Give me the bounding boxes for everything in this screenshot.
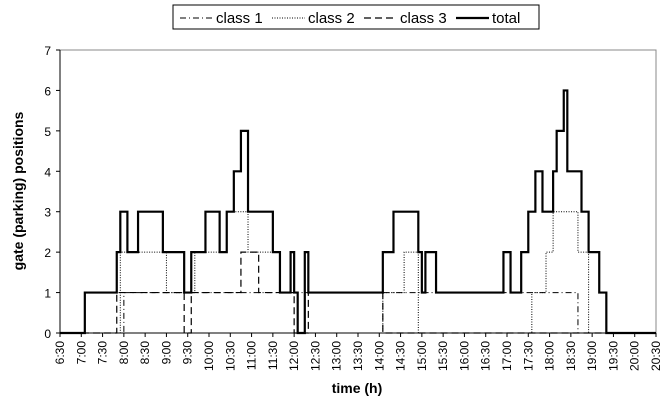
x-tick-label: 10:00 bbox=[202, 341, 216, 371]
x-tick-label: 12:30 bbox=[308, 341, 322, 371]
x-tick-label: 7:00 bbox=[74, 341, 88, 365]
legend-label-total: total bbox=[492, 10, 520, 27]
legend-item-class-1: class 1 bbox=[180, 10, 263, 27]
x-tick-label: 9:30 bbox=[181, 341, 195, 365]
x-tick-label: 19:00 bbox=[585, 341, 599, 371]
x-tick-label: 14:30 bbox=[394, 341, 408, 371]
legend: class 1 class 2 class 3 total bbox=[172, 4, 540, 30]
x-tick-label: 12:00 bbox=[287, 341, 301, 371]
x-tick-label: 8:30 bbox=[138, 341, 152, 365]
x-tick-label: 13:30 bbox=[351, 341, 365, 371]
x-tick-label: 15:00 bbox=[415, 341, 429, 371]
x-tick-label: 16:30 bbox=[479, 341, 493, 371]
x-axis-title: time (h) bbox=[332, 380, 383, 396]
x-tick-label: 16:00 bbox=[457, 341, 471, 371]
x-tick-label: 15:30 bbox=[436, 341, 450, 371]
legend-label-class-2: class 2 bbox=[308, 10, 355, 27]
y-tick-label: 2 bbox=[44, 246, 51, 260]
legend-label-class-3: class 3 bbox=[400, 10, 447, 27]
x-tick-label: 7:30 bbox=[96, 341, 110, 365]
x-tick-label: 8:00 bbox=[117, 341, 131, 365]
series-line-class-1 bbox=[60, 292, 656, 334]
legend-item-class-2: class 2 bbox=[272, 10, 355, 27]
x-tick-label: 18:00 bbox=[543, 341, 557, 371]
x-tick-label: 18:30 bbox=[564, 341, 578, 371]
y-tick-label: 7 bbox=[44, 44, 51, 58]
legend-item-class-3: class 3 bbox=[364, 10, 447, 27]
y-ticks: 0 1 2 3 4 5 6 7 bbox=[44, 44, 60, 341]
x-tick-label: 11:00 bbox=[245, 341, 259, 370]
series-layer bbox=[60, 89, 656, 335]
y-tick-label: 4 bbox=[44, 165, 51, 179]
x-tick-label: 20:30 bbox=[649, 341, 663, 371]
x-tick-label: 9:00 bbox=[159, 341, 173, 365]
y-tick-label: 5 bbox=[44, 125, 51, 139]
x-tick-label: 11:30 bbox=[266, 341, 280, 370]
series-line-total bbox=[60, 89, 656, 335]
x-tick-label: 13:00 bbox=[330, 341, 344, 371]
y-tick-label: 6 bbox=[44, 84, 51, 98]
y-tick-label: 0 bbox=[44, 327, 51, 341]
x-tick-label: 19:30 bbox=[606, 341, 620, 371]
x-tick-label: 17:00 bbox=[500, 341, 514, 371]
x-tick-label: 10:30 bbox=[223, 341, 237, 371]
legend-label-class-1: class 1 bbox=[216, 10, 263, 27]
series-line-class-2 bbox=[60, 211, 656, 334]
legend-item-total: total bbox=[456, 10, 520, 27]
x-tick-label: 20:00 bbox=[628, 341, 642, 371]
y-tick-label: 3 bbox=[44, 206, 51, 220]
x-tick-label: 6:30 bbox=[53, 341, 67, 365]
y-axis-title: gate (parking) positions bbox=[10, 111, 26, 270]
x-tick-label: 14:00 bbox=[372, 341, 386, 371]
x-tick-label: 17:30 bbox=[521, 341, 535, 371]
x-ticks: 6:30 7:00 7:30 8:00 8:30 9:00 9:30 10:00 10:30 11… bbox=[53, 333, 663, 371]
y-tick-label: 1 bbox=[44, 287, 51, 301]
